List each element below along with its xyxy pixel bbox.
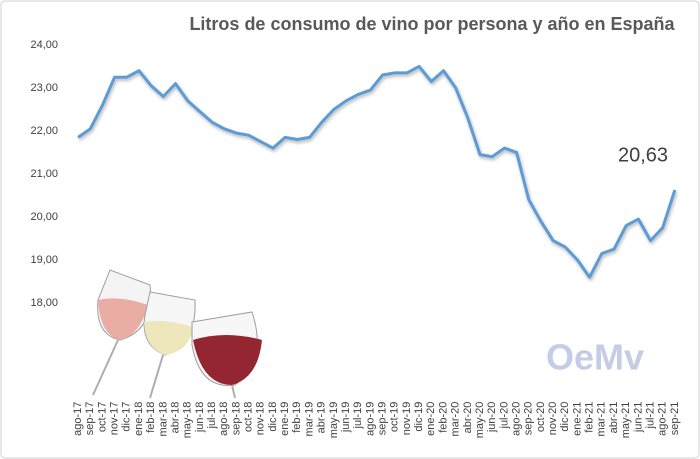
chart-title: Litros de consumo de vino por persona y …	[189, 14, 675, 34]
x-tick-label: oct-20	[535, 402, 547, 433]
x-tick-label: jul-21	[644, 402, 656, 430]
x-tick-label: abr-19	[316, 402, 328, 434]
x-tick-label: sep-21	[669, 402, 681, 436]
y-tick-label: 23,00	[30, 82, 58, 94]
x-tick-label: nov-19	[401, 402, 413, 436]
x-tick-label: sep-17	[84, 402, 96, 436]
x-tick-label: ene-20	[425, 402, 437, 436]
x-tick-label: mar-19	[303, 402, 315, 437]
x-tick-label: jun-18	[194, 402, 206, 434]
x-tick-label: abr-18	[169, 402, 181, 434]
x-tick-label: jul-19	[352, 402, 364, 430]
x-tick-label: feb-21	[584, 402, 596, 433]
logo: OeMv	[546, 337, 644, 378]
data-line	[77, 64, 677, 279]
wine-glasses	[92, 269, 262, 399]
x-tick-label: jul-20	[498, 402, 510, 430]
x-tick-label: dic-18	[267, 402, 279, 432]
x-tick-label: ago-19	[364, 402, 376, 436]
x-tick-label: nov-18	[255, 402, 267, 436]
x-tick-label: dic-19	[413, 402, 425, 432]
x-tick-label: may-20	[474, 402, 486, 439]
x-tick-label: jul-18	[206, 402, 218, 430]
x-tick-label: dic-17	[121, 402, 133, 432]
annotation: 20,63	[618, 144, 668, 166]
x-tick-label: oct-19	[389, 402, 401, 433]
x-tick-label: may-21	[620, 402, 632, 439]
x-tick-label: ene-19	[279, 402, 291, 436]
x-tick-label: mar-18	[157, 402, 169, 437]
x-tick-label: may-19	[328, 402, 340, 439]
y-tick-label: 18,00	[30, 297, 58, 309]
x-tick-label: sep-20	[523, 402, 535, 436]
x-tick-label: ago-18	[218, 402, 230, 436]
y-tick-label: 21,00	[30, 168, 58, 180]
x-tick-label: feb-20	[437, 402, 449, 433]
x-tick-label: ago-21	[657, 402, 669, 436]
x-tick-label: nov-20	[547, 402, 559, 436]
x-tick-label: jun-21	[632, 402, 644, 434]
x-tick-label: jun-19	[340, 402, 352, 434]
x-tick-label: sep-18	[230, 402, 242, 436]
x-tick-label: ago-17	[72, 402, 84, 436]
x-tick-label: oct-18	[243, 402, 255, 433]
x-tick-label: mar-20	[450, 402, 462, 437]
x-tick-label: dic-20	[559, 402, 571, 432]
x-tick-label: abr-21	[608, 402, 620, 434]
x-tick-label: nov-17	[109, 402, 121, 436]
y-tick-label: 19,00	[30, 254, 58, 266]
y-tick-label: 22,00	[30, 125, 58, 137]
x-tick-label: ene-18	[133, 402, 145, 436]
y-tick-label: 24,00	[30, 39, 58, 51]
x-tick-label: ene-21	[571, 402, 583, 436]
y-tick-label: 20,00	[30, 211, 58, 223]
x-tick-label: ago-20	[510, 402, 522, 436]
x-tick-label: mar-21	[596, 402, 608, 437]
x-tick-label: oct-17	[96, 402, 108, 433]
x-tick-label: feb-19	[291, 402, 303, 433]
x-tick-label: abr-20	[462, 402, 474, 434]
x-tick-label: may-18	[182, 402, 194, 439]
x-tick-label: sep-19	[376, 402, 388, 436]
x-tick-label: feb-18	[145, 402, 157, 433]
x-tick-label: jun-20	[486, 402, 498, 434]
